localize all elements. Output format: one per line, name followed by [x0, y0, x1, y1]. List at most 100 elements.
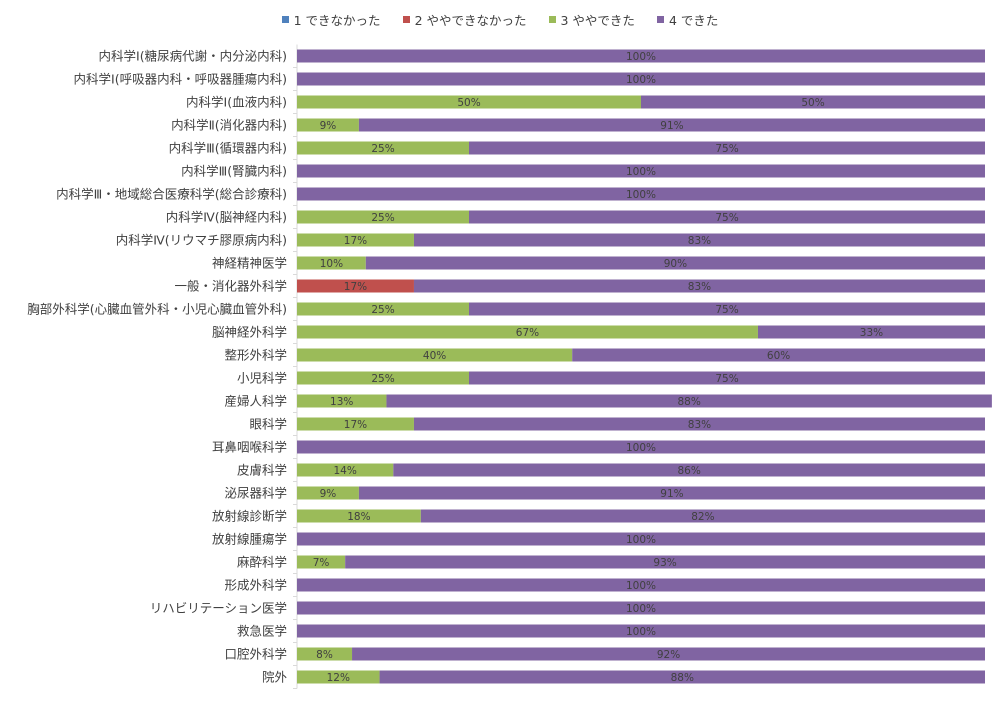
data-label: 100% — [626, 189, 656, 201]
bar-segment — [413, 279, 986, 293]
data-label: 100% — [626, 626, 656, 638]
category-label: 形成外科学 — [224, 578, 287, 593]
data-label: 75% — [715, 212, 738, 224]
bar-segment — [297, 394, 387, 408]
bar-segment — [297, 256, 366, 270]
data-label: 100% — [626, 580, 656, 592]
data-label: 92% — [657, 649, 680, 661]
category-label: 内科学Ⅳ(脳神経内科) — [166, 210, 287, 225]
legend-label-3: 3 ややできた — [560, 13, 635, 28]
data-label: 75% — [715, 373, 738, 385]
category-label: 放射線診断学 — [212, 509, 287, 524]
data-label: 100% — [626, 603, 656, 615]
data-label: 33% — [860, 327, 883, 339]
bar-segment — [358, 118, 985, 132]
data-label: 25% — [371, 304, 394, 316]
category-label: 眼科学 — [249, 417, 287, 432]
data-label: 17% — [344, 419, 367, 431]
bar-segment — [393, 463, 985, 477]
category-label: 整形外科学 — [224, 348, 287, 363]
bar-segment — [297, 624, 985, 638]
data-label: 25% — [371, 212, 394, 224]
bar-segment — [297, 164, 985, 178]
bar-segment — [297, 371, 469, 385]
data-label: 67% — [516, 327, 539, 339]
data-label: 25% — [371, 143, 394, 155]
data-label: 17% — [344, 235, 367, 247]
category-label: 一般・消化器外科学 — [174, 279, 287, 294]
data-label: 9% — [320, 120, 337, 132]
bar-segment — [297, 72, 985, 86]
data-label: 75% — [715, 143, 738, 155]
bar-segment — [379, 670, 985, 684]
bar-segment — [297, 532, 985, 546]
bar-segment — [297, 601, 985, 615]
category-label: 耳鼻咽喉科学 — [212, 440, 287, 455]
bar-segment — [386, 394, 992, 408]
data-label: 7% — [313, 557, 330, 569]
bar-segment — [297, 233, 414, 247]
bar-segment — [352, 647, 985, 661]
data-label: 17% — [344, 281, 367, 293]
legend-item-3: 3 ややできた — [548, 10, 635, 29]
bar-segment — [297, 279, 414, 293]
bar-segment — [297, 417, 414, 431]
bar-segment — [297, 95, 641, 109]
category-label: 救急医学 — [237, 624, 287, 639]
data-label: 60% — [767, 350, 790, 362]
data-label: 100% — [626, 166, 656, 178]
bar-segment — [297, 670, 380, 684]
data-label: 18% — [347, 511, 370, 523]
data-label: 9% — [320, 488, 337, 500]
bar-segment — [641, 95, 985, 109]
bar-segment — [297, 463, 394, 477]
data-label: 100% — [626, 51, 656, 63]
bar-segment — [469, 302, 985, 316]
data-label: 12% — [327, 672, 350, 684]
data-label: 25% — [371, 373, 394, 385]
category-label: 皮膚科学 — [237, 463, 287, 478]
data-label: 50% — [801, 97, 824, 109]
category-label: 内科学Ⅲ・地域総合医療科学(総合診療科) — [56, 187, 287, 202]
category-label: 脳神経外科学 — [212, 325, 287, 340]
bar-segment — [345, 555, 985, 569]
bar-segment — [297, 325, 758, 339]
category-label: 麻酔科学 — [237, 555, 287, 570]
category-label: 泌尿器科学 — [224, 486, 287, 501]
data-label: 75% — [715, 304, 738, 316]
data-label: 8% — [316, 649, 333, 661]
bar-segment — [297, 578, 985, 592]
bar-segment — [297, 348, 573, 362]
data-label: 14% — [333, 465, 356, 477]
bar-segment — [297, 555, 346, 569]
category-label: 口腔外科学 — [224, 647, 287, 662]
category-label: 内科学Ⅰ(糖尿病代謝・内分泌内科) — [99, 49, 287, 64]
data-label: 13% — [330, 396, 353, 408]
category-label: 内科学Ⅲ(循環器内科) — [169, 141, 287, 156]
category-label: 内科学Ⅰ(呼吸器内科・呼吸器腫瘍内科) — [74, 72, 287, 87]
data-label: 86% — [677, 465, 700, 477]
legend-item-4: 4 できた — [656, 10, 718, 29]
legend: 1 できなかった 2 ややできなかった 3 ややできた 4 できた — [0, 10, 1000, 29]
data-label: 83% — [688, 419, 711, 431]
legend-swatch-2 — [402, 16, 410, 23]
data-label: 83% — [688, 281, 711, 293]
data-label: 100% — [626, 534, 656, 546]
data-label: 100% — [626, 74, 656, 86]
category-label: 内科学Ⅲ(腎臓内科) — [181, 164, 287, 179]
bar-segment — [365, 256, 985, 270]
data-label: 91% — [660, 488, 683, 500]
category-label: リハビリテーション医学 — [150, 601, 287, 616]
bar-segment — [358, 486, 985, 500]
legend-swatch-3 — [548, 16, 556, 23]
bar-segment — [572, 348, 985, 362]
bar-segment — [297, 118, 359, 132]
data-label: 90% — [664, 258, 687, 270]
bar-segment — [420, 509, 986, 523]
data-label: 50% — [457, 97, 480, 109]
data-label: 91% — [660, 120, 683, 132]
data-label: 88% — [671, 672, 694, 684]
data-label: 83% — [688, 235, 711, 247]
legend-label-1: 1 できなかった — [293, 13, 381, 28]
category-label: 産婦人科学 — [224, 394, 287, 409]
